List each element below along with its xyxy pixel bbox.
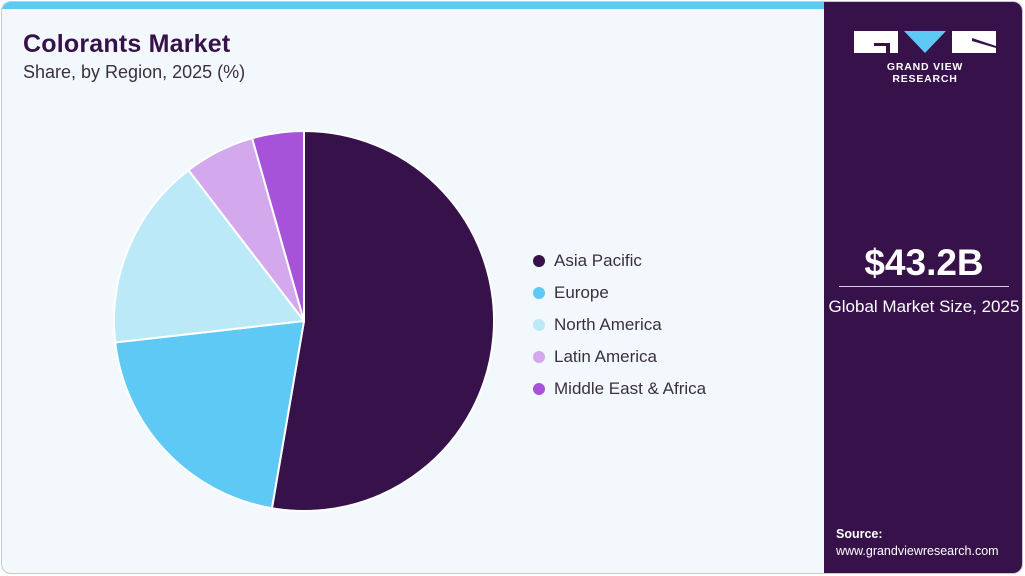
legend-item[interactable]: Europe xyxy=(532,277,706,309)
pie-slice-europe[interactable] xyxy=(114,320,305,510)
pie-slice-asia-pacific[interactable] xyxy=(270,130,496,512)
chart-title: Colorants Market xyxy=(23,30,231,58)
chart-legend: Asia Pacific Europe North America Latin Ame… xyxy=(532,245,706,405)
accent-bar xyxy=(2,2,824,9)
pie-chart xyxy=(112,130,496,512)
chart-subtitle: Share, by Region, 2025 (%) xyxy=(23,62,246,82)
legend-label: Middle East & Africa xyxy=(554,379,707,398)
legend-dot-icon xyxy=(533,287,545,299)
legend-item[interactable]: Asia Pacific xyxy=(532,245,706,277)
brand-logo: GRAND VIEW RESEARCH xyxy=(854,29,996,85)
legend-item[interactable]: Latin America xyxy=(532,341,706,373)
divider xyxy=(839,286,1009,287)
source-url[interactable]: www.grandviewresearch.com xyxy=(836,544,999,558)
legend-dot-icon xyxy=(533,351,545,363)
legend-label: Asia Pacific xyxy=(554,251,642,270)
market-size-label: Global Market Size, 2025 xyxy=(828,297,1020,316)
legend-dot-icon xyxy=(533,319,545,331)
legend-label: North America xyxy=(554,315,662,334)
source-block: Source: www.grandviewresearch.com xyxy=(836,526,999,560)
legend-item[interactable]: North America xyxy=(532,309,706,341)
legend-item[interactable]: Middle East & Africa xyxy=(532,373,706,405)
gvr-logo-icon xyxy=(854,31,996,53)
market-size-value: $43.2B xyxy=(864,242,984,283)
legend-label: Europe xyxy=(554,283,609,302)
brand-name: GRAND VIEW RESEARCH xyxy=(886,61,964,85)
sidebar-panel: GRAND VIEW RESEARCH $43.2B Global Market… xyxy=(824,2,1022,573)
legend-label: Latin America xyxy=(554,347,657,366)
legend-dot-icon xyxy=(533,383,545,395)
pie-slice-middle-east-africa[interactable] xyxy=(251,130,305,322)
legend-dot-icon xyxy=(533,255,545,267)
pie-slice-north-america[interactable] xyxy=(112,169,305,344)
source-title: Source: xyxy=(836,527,883,541)
chart-panel: Colorants Market Share, by Region, 2025 … xyxy=(2,9,824,573)
